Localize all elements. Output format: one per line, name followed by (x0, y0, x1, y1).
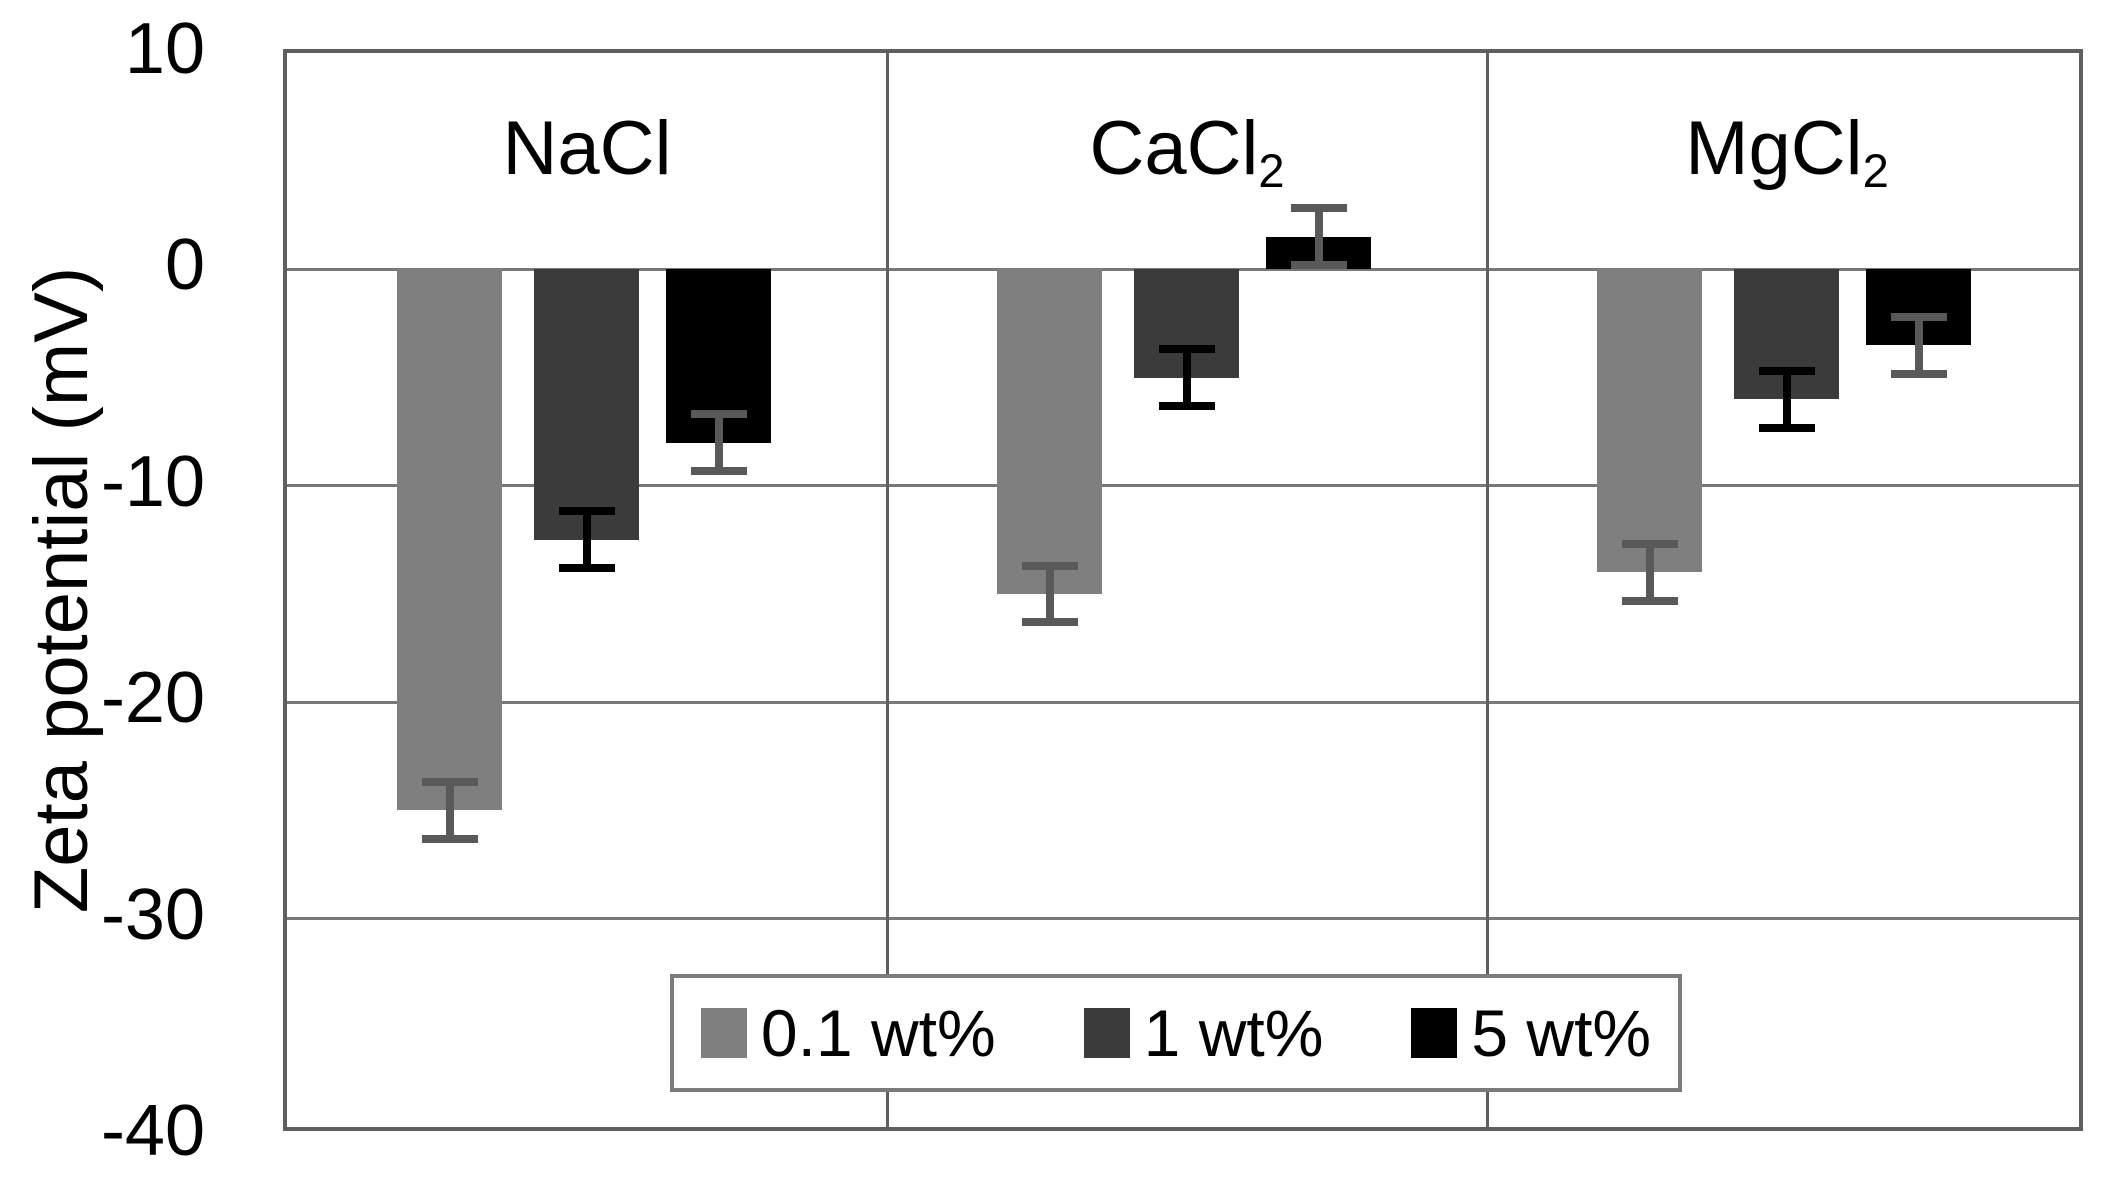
legend-label: 5 wt% (1471, 996, 1652, 1070)
bar-MgCl-0.1wt% (1597, 269, 1702, 573)
error-bar-cap-bottom (1621, 596, 1678, 605)
y-axis-title: Zeta potential (mV) (19, 266, 104, 914)
error-bar-cap-bottom (558, 564, 615, 573)
error-bar-cap-top (1158, 345, 1215, 354)
error-bar-cap-top (1621, 539, 1678, 548)
panel-title-CaCl: CaCl2 (1089, 106, 1285, 198)
error-bar-stem (1045, 561, 1054, 627)
error-bar-cap-top (1890, 312, 1947, 321)
error-bar-stem (445, 777, 454, 843)
error-bar (1021, 561, 1078, 627)
y-tick-label: 10 (124, 9, 205, 89)
panel-separator (885, 53, 889, 1127)
legend-item-0.1wt%: 0.1 wt% (700, 996, 996, 1070)
error-bar-cap-top (1758, 366, 1815, 375)
bar-CaCl-0.1wt% (997, 269, 1102, 594)
bar-NaCl-1wt% (534, 269, 639, 540)
error-bar-stem (1914, 312, 1923, 378)
plot-area: NaCl CaCl2 MgCl2 (283, 49, 2083, 1131)
y-tick-label: -20 (100, 658, 205, 739)
error-bar-stem (1645, 539, 1654, 605)
panel-title-NaCl: NaCl (502, 106, 672, 191)
gridline (287, 917, 2079, 921)
error-bar-cap-bottom (421, 834, 478, 843)
y-tick-label: 0 (164, 225, 205, 306)
legend-item-1wt%: 1 wt% (1083, 996, 1324, 1070)
legend-swatch (1083, 1008, 1130, 1058)
error-bar (690, 410, 747, 475)
error-bar (1890, 312, 1947, 378)
error-bar-cap-bottom (1290, 261, 1347, 270)
error-bar-cap-top (558, 507, 615, 516)
error-bar-stem (1182, 345, 1191, 411)
panel-separator (1485, 53, 1489, 1127)
y-tick-label: -30 (100, 874, 205, 955)
error-bar-cap-bottom (1021, 618, 1078, 627)
error-bar-stem (582, 507, 591, 573)
y-tick-label: -10 (100, 441, 205, 522)
error-bar (1158, 345, 1215, 411)
error-bar-cap-top (1021, 561, 1078, 570)
error-bar-cap-bottom (1890, 369, 1947, 378)
bar-NaCl-0.1wt% (397, 269, 502, 811)
gridline (287, 700, 2079, 704)
error-bar-cap-bottom (1158, 402, 1215, 411)
gridline (287, 484, 2079, 488)
legend-swatch (1411, 1008, 1458, 1058)
legend-item-5wt%: 5 wt% (1411, 1000, 1651, 1066)
error-bar-cap-top (1290, 204, 1347, 213)
error-bar-cap-bottom (690, 466, 747, 475)
legend-swatch (700, 1008, 747, 1058)
y-tick-label: -40 (100, 1091, 205, 1171)
error-bar-stem (714, 410, 723, 475)
panel-title-MgCl: MgCl2 (1685, 106, 1889, 198)
error-bar-stem (1314, 204, 1323, 270)
legend: 0.1 wt% 1 wt% 5 wt% (670, 974, 1682, 1092)
error-bar-stem (1782, 366, 1791, 432)
legend-label: 1 wt% (1143, 996, 1324, 1070)
error-bar (1758, 366, 1815, 432)
error-bar-cap-top (690, 410, 747, 419)
error-bar-cap-bottom (1758, 423, 1815, 432)
error-bar (558, 507, 615, 573)
error-bar-cap-top (421, 777, 478, 786)
error-bar (421, 777, 478, 843)
error-bar (1621, 539, 1678, 605)
legend-label: 0.1 wt% (760, 996, 996, 1070)
error-bar (1290, 204, 1347, 270)
